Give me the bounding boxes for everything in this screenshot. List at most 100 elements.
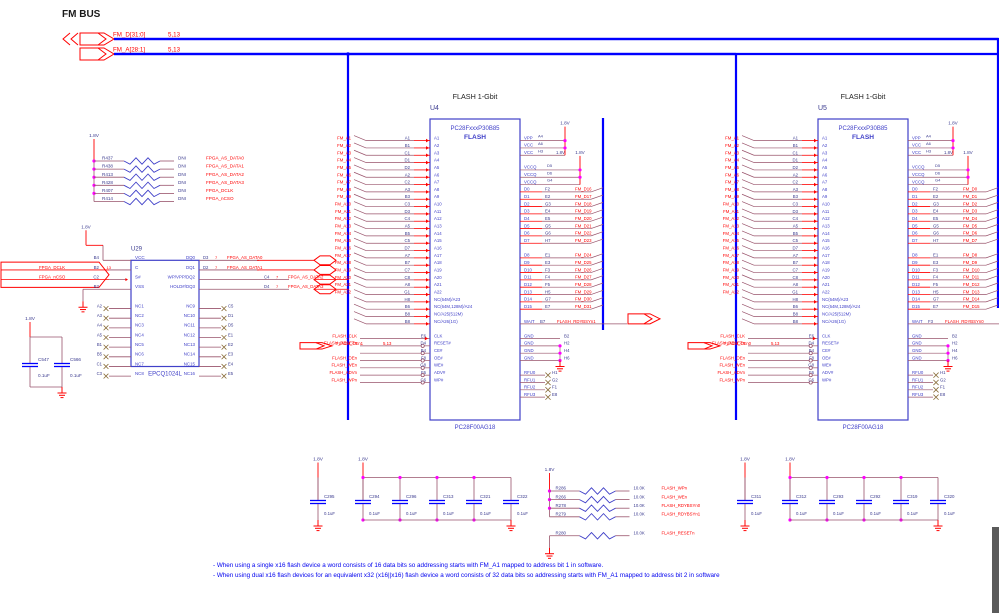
svg-text:NC15: NC15	[184, 361, 196, 366]
svg-text:FM_A8: FM_A8	[337, 187, 351, 192]
svg-text:DQ1: DQ1	[186, 265, 196, 270]
svg-text:E3: E3	[228, 352, 234, 357]
svg-text:G2: G2	[940, 377, 946, 382]
svg-text:GND: GND	[524, 341, 534, 346]
svg-text:G3: G3	[933, 201, 939, 206]
svg-text:FLASH_RDYBSYn1: FLASH_RDYBSYn1	[557, 319, 596, 324]
svg-text:FM_A13: FM_A13	[723, 224, 740, 229]
svg-text:A20: A20	[822, 275, 830, 280]
svg-text:H5: H5	[933, 289, 939, 294]
svg-text:FM_D7: FM_D7	[963, 238, 978, 243]
svg-text:B1: B1	[793, 143, 799, 148]
svg-text:7: 7	[276, 274, 279, 279]
svg-text:D1: D1	[912, 194, 918, 199]
svg-text:NC/A25(512M): NC/A25(512M)	[822, 312, 851, 317]
svg-text:FM_D10: FM_D10	[963, 267, 980, 272]
svg-text:FM_A14: FM_A14	[335, 231, 352, 236]
svg-text:CLK: CLK	[434, 333, 442, 338]
svg-text:B6: B6	[793, 304, 799, 309]
svg-text:0.1uF: 0.1uF	[369, 511, 380, 516]
svg-text:D4: D4	[421, 341, 427, 346]
svg-text:A2: A2	[97, 303, 103, 308]
svg-text:GND: GND	[524, 333, 534, 338]
svg-text:0.1uF: 0.1uF	[833, 511, 844, 516]
svg-text:OE#: OE#	[822, 355, 831, 360]
svg-text:FLASH 1-Gbit: FLASH 1-Gbit	[841, 92, 886, 101]
svg-text:FLASH_WEn: FLASH_WEn	[719, 363, 745, 368]
svg-text:FM_D31: FM_D31	[575, 304, 592, 309]
svg-text:VCCQ: VCCQ	[912, 165, 925, 170]
svg-text:R279: R279	[556, 512, 567, 517]
svg-text:C1: C1	[405, 150, 411, 155]
svg-text:B1: B1	[97, 342, 103, 347]
svg-text:D9: D9	[524, 260, 530, 265]
svg-text:C3: C3	[97, 371, 103, 376]
svg-text:C5: C5	[228, 303, 234, 308]
svg-text:FM_A20: FM_A20	[335, 275, 352, 280]
svg-text:FM_A5: FM_A5	[725, 165, 739, 170]
svg-text:D4: D4	[809, 341, 815, 346]
svg-text:NC6: NC6	[135, 352, 144, 357]
svg-text:C322: C322	[517, 494, 528, 499]
svg-text:H6: H6	[952, 355, 958, 360]
svg-text:CE#: CE#	[822, 348, 831, 353]
svg-text:RESET#: RESET#	[434, 341, 451, 346]
svg-text:G8: G8	[420, 363, 426, 368]
svg-text:D13: D13	[524, 289, 532, 294]
svg-text:E4: E4	[228, 361, 234, 366]
svg-text:NC10: NC10	[184, 313, 196, 318]
svg-text:FM_A12: FM_A12	[335, 216, 352, 221]
svg-text:FM_A20: FM_A20	[723, 275, 740, 280]
svg-text:F5: F5	[545, 282, 551, 287]
svg-text:D4: D4	[524, 216, 530, 221]
svg-text:D3: D3	[524, 209, 530, 214]
svg-text:0.1uF: 0.1uF	[406, 511, 417, 516]
svg-text:1.8V: 1.8V	[81, 224, 91, 229]
svg-text:A19: A19	[434, 268, 442, 273]
svg-text:F8: F8	[421, 355, 427, 360]
svg-text:D7: D7	[912, 238, 918, 243]
svg-text:D14: D14	[524, 297, 532, 302]
svg-text:FLASH_OEn: FLASH_OEn	[332, 355, 357, 360]
svg-text:FM_D0: FM_D0	[963, 187, 978, 192]
svg-text:A22: A22	[822, 290, 830, 295]
svg-text:0.1uF: 0.1uF	[324, 511, 335, 516]
svg-text:FM_A18: FM_A18	[723, 260, 740, 265]
svg-text:D6: D6	[547, 170, 553, 175]
svg-text:F3: F3	[933, 267, 939, 272]
svg-text:H3: H3	[538, 148, 544, 153]
svg-text:A3: A3	[793, 187, 799, 192]
svg-text:C2: C2	[93, 274, 99, 279]
svg-text:FM_D4: FM_D4	[963, 216, 978, 221]
svg-text:C311: C311	[751, 494, 762, 499]
svg-text:A2: A2	[793, 172, 799, 177]
svg-text:D0: D0	[912, 187, 918, 192]
svg-text:B4: B4	[809, 348, 815, 353]
svg-text:C7: C7	[405, 268, 411, 273]
svg-text:FM_A8: FM_A8	[725, 187, 739, 192]
svg-text:FM_D23: FM_D23	[575, 238, 592, 243]
svg-text:A22: A22	[434, 290, 442, 295]
svg-text:E7: E7	[545, 304, 551, 309]
svg-text:RFU3: RFU3	[912, 392, 924, 397]
svg-text:A10: A10	[434, 202, 442, 207]
svg-text:- When using a single x16 flas: - When using a single x16 flash device a…	[213, 562, 604, 569]
svg-text:A21: A21	[822, 282, 830, 287]
svg-text:DQ0: DQ0	[186, 255, 196, 260]
svg-text:10.0K: 10.0K	[634, 503, 645, 508]
svg-text:C1: C1	[97, 361, 103, 366]
svg-text:A13: A13	[434, 224, 442, 229]
svg-text:1.8V: 1.8V	[740, 457, 751, 463]
svg-text:- When using dual x16 flash de: - When using dual x16 flash devices for …	[213, 572, 720, 579]
svg-text:FM_A4: FM_A4	[725, 158, 739, 163]
svg-text:FM_D12: FM_D12	[963, 282, 980, 287]
svg-text:H6: H6	[564, 355, 570, 360]
svg-text:C566: C566	[70, 357, 81, 362]
svg-text:FLASH_CLK: FLASH_CLK	[720, 333, 745, 338]
svg-text:DNI: DNI	[178, 164, 186, 169]
svg-text:NC9: NC9	[186, 303, 195, 308]
svg-text:B4: B4	[421, 348, 427, 353]
svg-text:B7: B7	[793, 260, 799, 265]
svg-text:U29: U29	[131, 246, 143, 252]
svg-text:FM_A2: FM_A2	[725, 143, 739, 148]
